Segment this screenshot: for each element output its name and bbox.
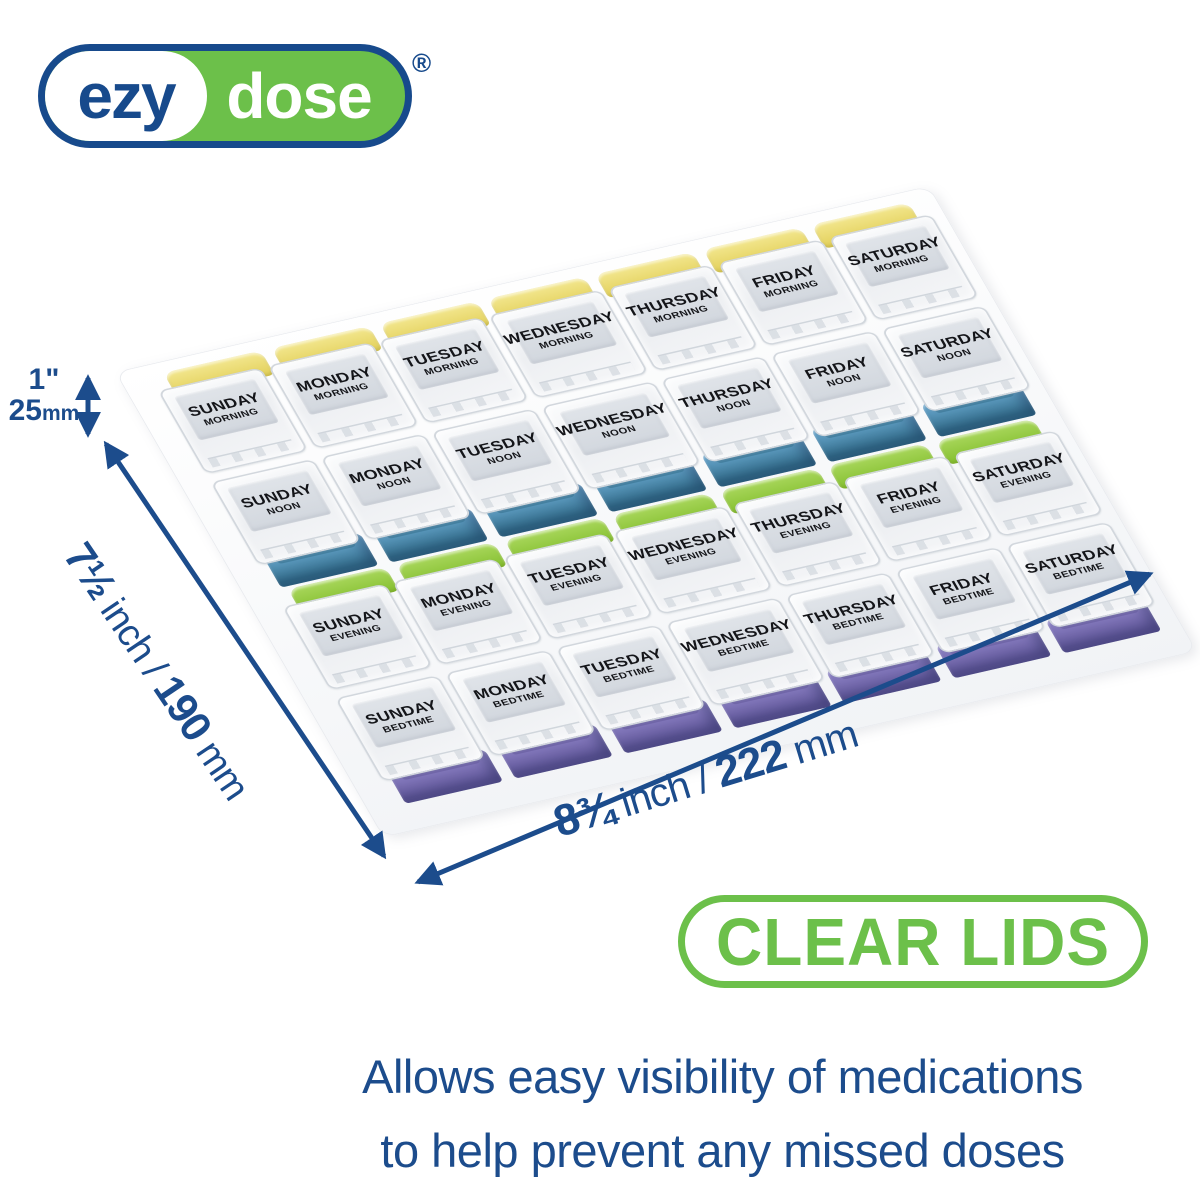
lid-label-plate: TUESDAY EVENING bbox=[519, 544, 625, 607]
depth-separator: inch / bbox=[86, 583, 180, 694]
logo-green-section: dose bbox=[207, 51, 405, 141]
brand-logo: ezy dose bbox=[38, 44, 412, 148]
caption-line-2: to help prevent any missed doses bbox=[380, 1124, 1065, 1177]
lid-label-plate: WEDNESDAY BEDTIME bbox=[678, 608, 796, 673]
lid-label-plate: FRIDAY NOON bbox=[787, 341, 893, 404]
depth-dimension-label: 7½ inch / 190 mm bbox=[54, 534, 261, 808]
logo-ezy-text: ezy bbox=[77, 60, 176, 132]
lid-label-plate: MONDAY BEDTIME bbox=[461, 660, 567, 723]
height-mm-value: 25 bbox=[8, 394, 42, 427]
registered-trademark-mark: ® bbox=[412, 48, 432, 78]
height-inches-value: 1" bbox=[28, 363, 60, 396]
lid-label-plate: SUNDAY EVENING bbox=[298, 594, 404, 657]
lid-label-plate: TUESDAY BEDTIME bbox=[572, 635, 677, 698]
clear-lids-badge-text: CLEAR LIDS bbox=[716, 904, 1110, 979]
height-dimension-label: 1" 25mm bbox=[4, 364, 84, 429]
lid-label-plate: SATURDAY EVENING bbox=[969, 441, 1075, 504]
lid-label-plate: MONDAY EVENING bbox=[409, 569, 515, 632]
logo-white-section: ezy bbox=[45, 51, 207, 141]
lid-label-plate: MONDAY MORNING bbox=[284, 353, 390, 416]
lid-label-plate: SUNDAY BEDTIME bbox=[351, 686, 457, 749]
caption: Allows easy visibility of medications to… bbox=[235, 1040, 1200, 1188]
logo-dose-text: dose bbox=[226, 60, 372, 132]
lid-label-plate: MONDAY NOON bbox=[337, 444, 443, 507]
lid-label-plate: THURSDAY EVENING bbox=[748, 491, 854, 554]
lid-label-plate: SATURDAY NOON bbox=[897, 316, 1003, 379]
lid-label-plate: FRIDAY BEDTIME bbox=[911, 558, 1017, 621]
organizer-board: SUNDAY MORNING MONDAY MORNING TUESDAY MORNING… bbox=[115, 185, 1198, 838]
lid-label-plate: TUESDAY NOON bbox=[447, 419, 553, 482]
lid-label-plate: SUNDAY MORNING bbox=[174, 378, 280, 441]
lid-label-plate: THURSDAY MORNING bbox=[624, 275, 730, 338]
lid-label-plate: SUNDAY NOON bbox=[227, 469, 332, 532]
lid-label-plate: TUESDAY MORNING bbox=[394, 328, 500, 391]
lid-label-plate: WEDNESDAY EVENING bbox=[626, 517, 743, 581]
lid-label-plate: SATURDAY MORNING bbox=[844, 225, 950, 288]
lid-label-plate: THURSDAY BEDTIME bbox=[801, 583, 907, 646]
lid-label-plate: WEDNESDAY NOON bbox=[554, 392, 671, 457]
lid-label-plate: FRIDAY MORNING bbox=[734, 250, 840, 313]
lid-label-plate: THURSDAY NOON bbox=[676, 367, 782, 430]
lid-label-plate: SATURDAY BEDTIME bbox=[1021, 532, 1127, 595]
clear-lids-badge: CLEAR LIDS bbox=[678, 895, 1148, 988]
lid-label-plate: WEDNESDAY MORNING bbox=[501, 301, 619, 365]
height-mm-unit: mm bbox=[42, 402, 80, 425]
lid-label-plate: FRIDAY EVENING bbox=[858, 466, 964, 529]
caption-line-1: Allows easy visibility of medications bbox=[362, 1050, 1083, 1103]
